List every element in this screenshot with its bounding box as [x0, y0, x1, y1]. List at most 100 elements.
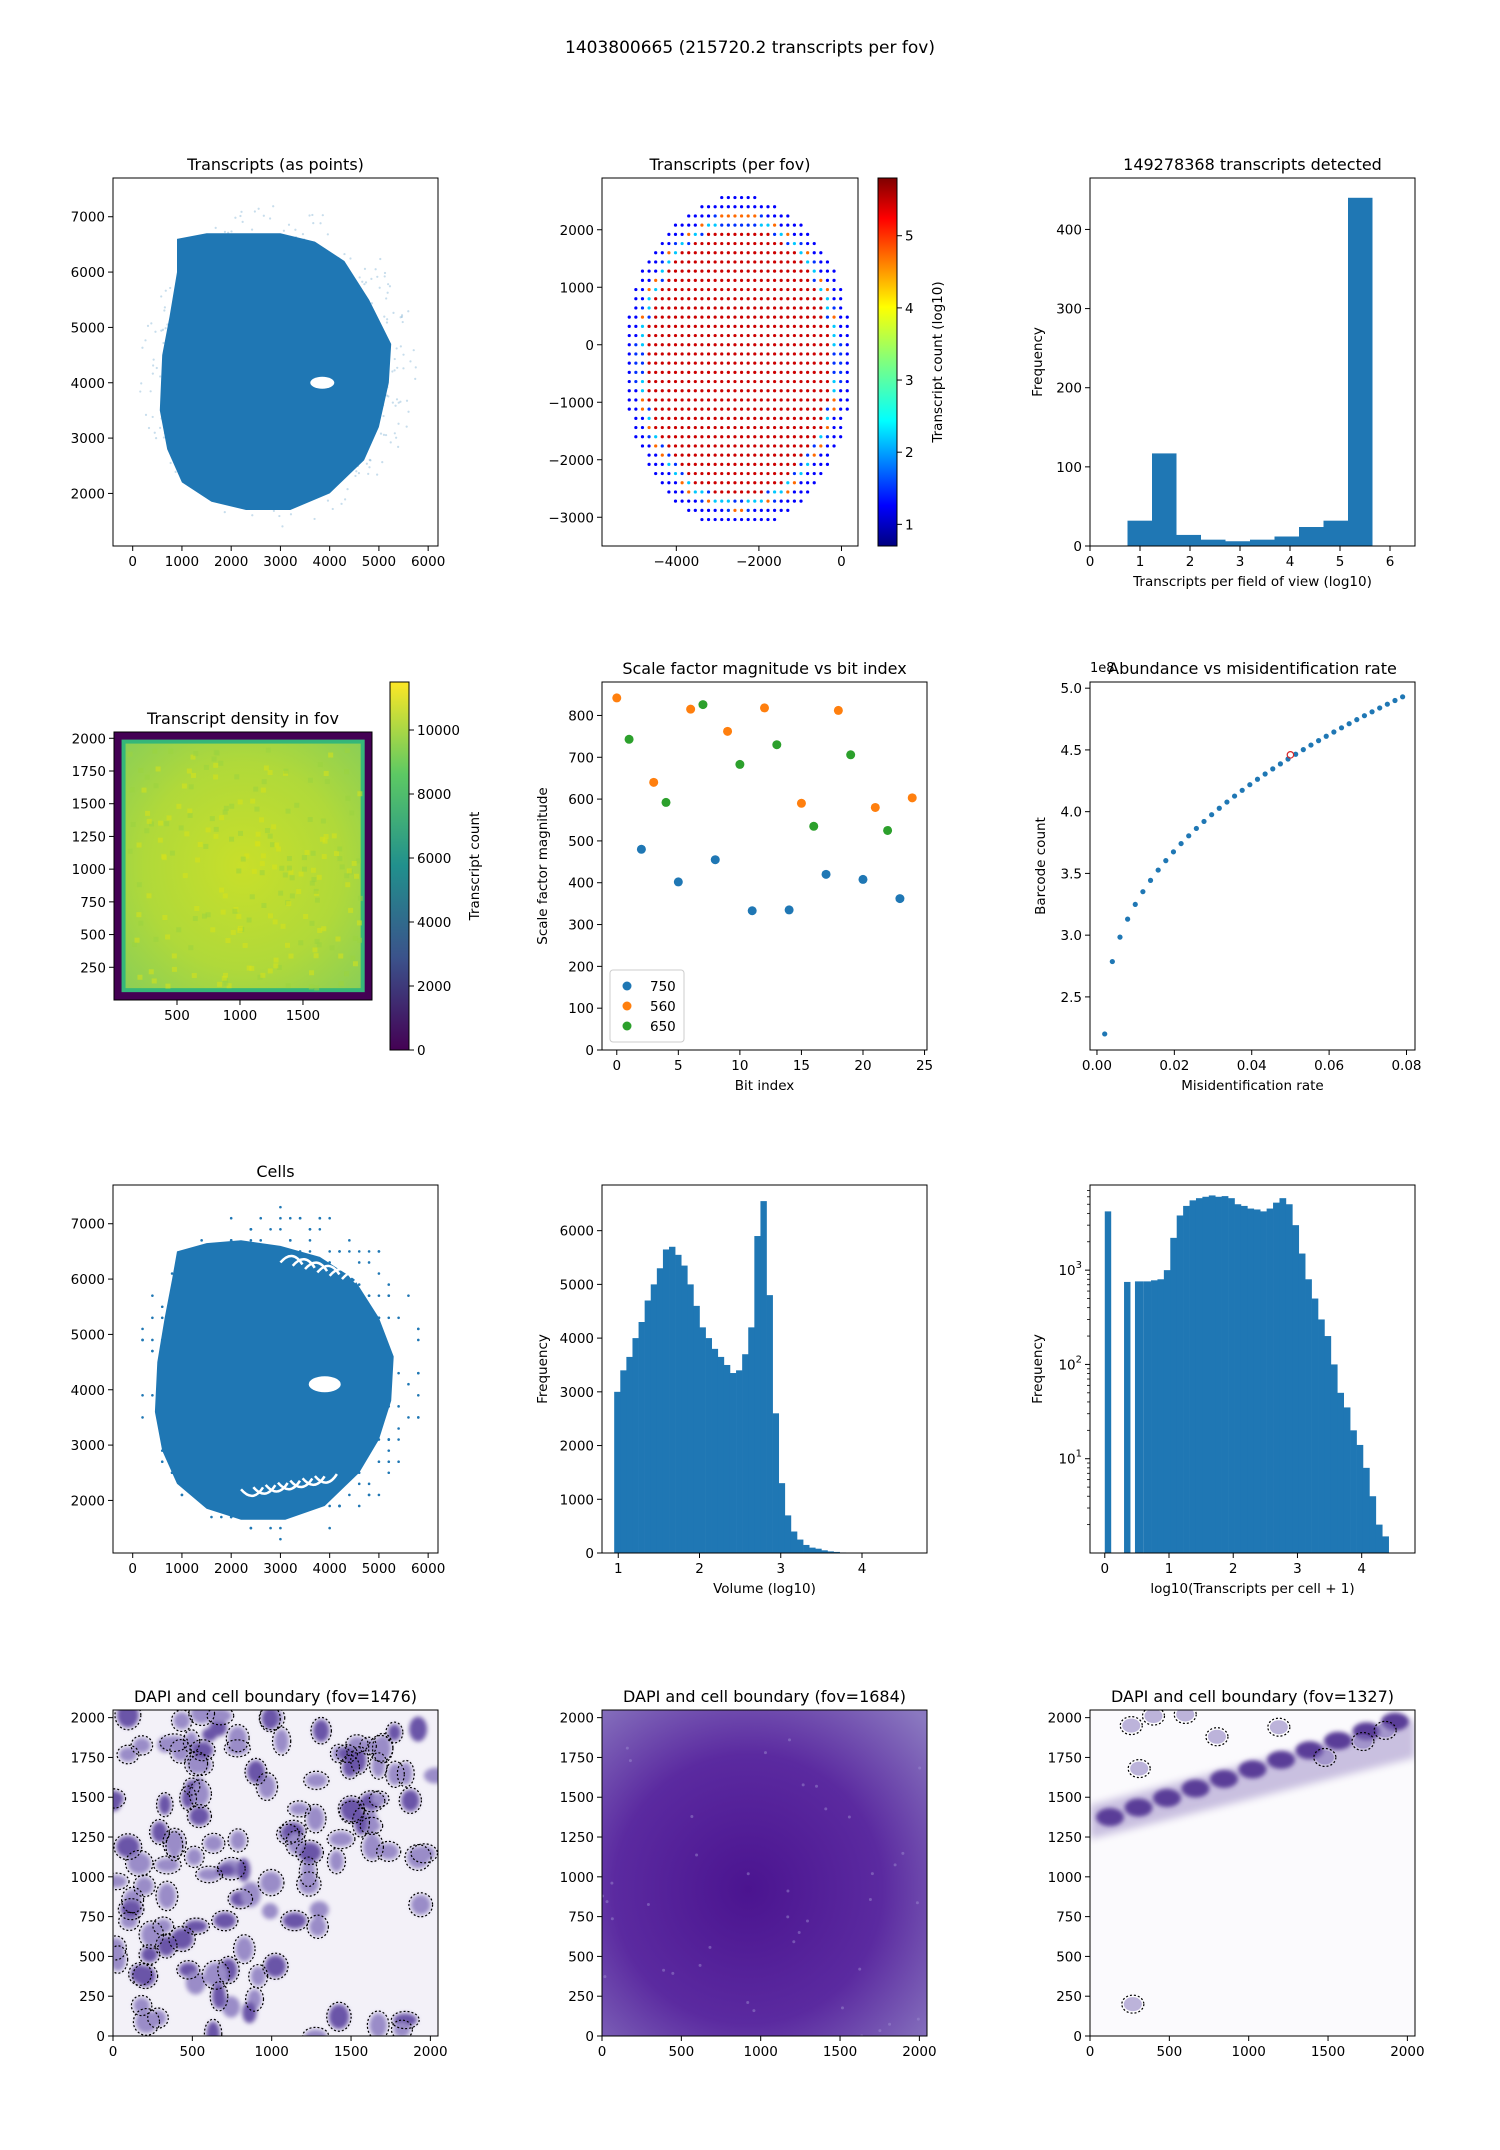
heatmap-cell — [205, 827, 211, 833]
fov-point — [693, 278, 697, 282]
bar — [1215, 1196, 1222, 1553]
nucleus — [297, 1842, 322, 1863]
x-tick-label: 4 — [858, 1561, 867, 1577]
fov-point — [673, 490, 678, 494]
sparse-point — [358, 276, 361, 279]
colorbar-tick-label: 0 — [417, 1043, 426, 1059]
fov-point — [766, 269, 770, 273]
fov-point — [726, 223, 730, 227]
tissue-fold — [353, 1274, 378, 1286]
sparse-point — [387, 395, 390, 398]
fov-point — [746, 278, 750, 282]
scatter-point — [1102, 1031, 1108, 1037]
sparse-point — [387, 1449, 391, 1452]
fov-point — [739, 444, 744, 448]
heatmap-cell — [250, 798, 256, 804]
cell-outline — [182, 1777, 201, 1796]
bar — [827, 1551, 834, 1553]
fov-point — [779, 490, 783, 494]
fov-point — [647, 425, 651, 430]
scatter-point — [1125, 916, 1131, 922]
fov-point — [779, 425, 783, 430]
sparse-point — [230, 230, 233, 233]
cell-outline — [368, 1790, 390, 1808]
cell-outline — [345, 1734, 369, 1754]
heatmap-cell — [223, 972, 229, 978]
fov-point — [680, 435, 684, 439]
heatmap-cell — [222, 809, 228, 815]
y-tick-label: 0 — [585, 1043, 594, 1059]
heatmap-cell — [152, 748, 158, 754]
fov-point — [832, 425, 836, 430]
fov-point — [713, 297, 717, 301]
fov-point — [786, 260, 790, 264]
cell-outline — [147, 2007, 169, 2029]
heatmap-cell — [171, 953, 177, 959]
fov-point — [733, 425, 737, 430]
fov-point — [733, 269, 737, 273]
fov-point — [700, 517, 704, 522]
cell-outline — [1313, 1747, 1337, 1768]
heatmap-cell — [146, 818, 152, 824]
fov-point — [680, 490, 684, 494]
sparse-point — [348, 1493, 351, 1497]
speckle — [901, 1851, 905, 1855]
fov-point — [634, 435, 638, 439]
scatter-point — [1147, 877, 1154, 883]
fov-point — [700, 223, 704, 227]
speckle — [602, 1894, 605, 1898]
nucleus — [191, 1741, 214, 1759]
fov-point — [766, 278, 770, 282]
fov-point — [693, 214, 697, 218]
fov-point — [687, 435, 691, 439]
nucleus — [378, 1843, 399, 1860]
y-tick-label: 101 — [1058, 1449, 1082, 1468]
fov-point — [819, 251, 823, 255]
scatter-point — [612, 693, 622, 703]
fov-point — [772, 352, 777, 356]
nucleus — [387, 1763, 403, 1786]
heatmap-cell — [285, 983, 291, 989]
fov-point — [779, 278, 783, 282]
fov-point — [634, 379, 638, 384]
fov-point — [634, 287, 638, 292]
bar — [1323, 520, 1348, 546]
fov-point — [832, 361, 836, 365]
fov-point — [759, 361, 763, 365]
fov-point — [667, 315, 671, 319]
fov-point — [733, 389, 737, 393]
fov-point — [654, 269, 658, 273]
fov-point — [654, 435, 658, 439]
fov-point — [772, 490, 777, 494]
heatmap-cell — [192, 916, 198, 922]
fov-point — [746, 462, 750, 466]
x-tick-label: 2 — [1229, 1561, 1238, 1577]
fov-point — [726, 379, 730, 384]
fov-point — [806, 306, 810, 310]
fov-point — [706, 205, 711, 209]
sparse-point — [377, 1250, 381, 1253]
chart-abundance: 0.00 0.02 0.04 0.06 0.082.53.03.54.04.55.0Ab… — [1033, 659, 1422, 1094]
scatter-point — [1315, 738, 1322, 744]
fov-point — [839, 407, 843, 411]
y-tick-label: 2000 — [71, 1711, 105, 1727]
fov-point — [759, 343, 763, 347]
fov-point — [845, 315, 849, 319]
fov-point — [687, 407, 691, 411]
sparse-point — [391, 401, 394, 404]
bar — [1375, 1524, 1383, 1553]
x-tick-label: 0 — [837, 554, 846, 570]
fov-point — [647, 361, 651, 365]
fov-point — [687, 481, 691, 485]
sparse-point — [370, 277, 373, 280]
sparse-point — [364, 281, 368, 284]
y-tick-label: 4.0 — [1061, 805, 1082, 821]
tissue-fold — [301, 1475, 326, 1487]
bar — [699, 1327, 706, 1553]
fov-point — [819, 352, 823, 356]
fov-point — [819, 260, 823, 264]
nucleus — [1238, 1760, 1267, 1779]
x-tick-label: 1000 — [165, 554, 199, 570]
cell-outline — [385, 1721, 404, 1744]
